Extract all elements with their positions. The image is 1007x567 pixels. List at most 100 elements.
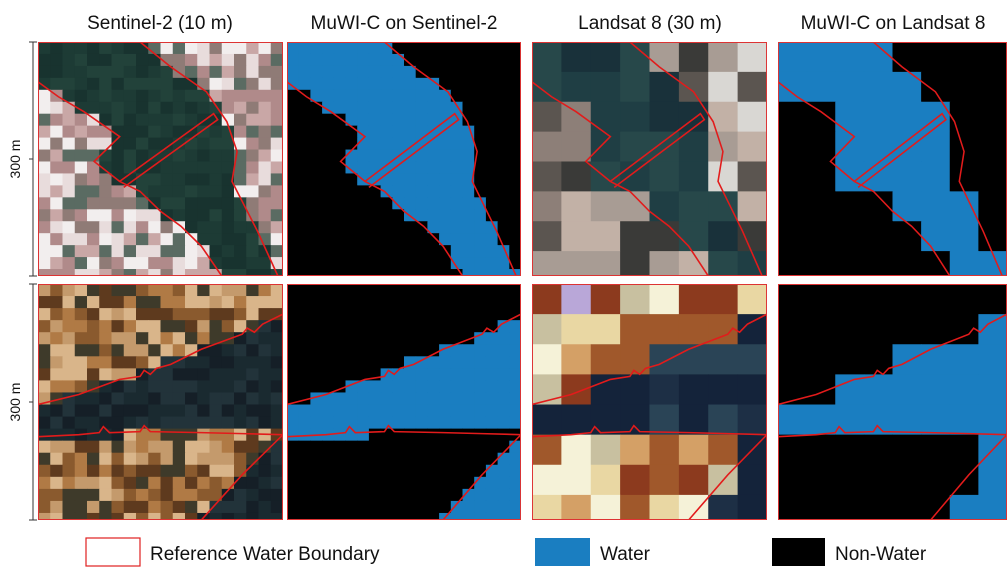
image-pixel — [123, 392, 137, 406]
image-pixel — [246, 512, 260, 520]
reference-boundary — [609, 112, 706, 189]
mask-pixel — [439, 137, 452, 151]
image-pixel — [270, 77, 283, 91]
image-pixel — [160, 125, 174, 139]
mask-pixel — [298, 53, 311, 67]
image-pixel — [234, 368, 247, 381]
image-pixel — [209, 197, 223, 210]
mask-pixel — [287, 65, 300, 79]
mask-pixel — [921, 131, 951, 162]
mask-pixel — [287, 320, 300, 333]
mask-pixel — [310, 53, 323, 67]
mask-pixel — [450, 500, 463, 514]
image-pixel — [87, 296, 100, 309]
mask-pixel — [380, 233, 393, 246]
image-pixel — [50, 380, 64, 393]
mask-pixel — [806, 434, 836, 466]
mask-pixel — [450, 452, 463, 466]
image-pixel — [38, 356, 51, 369]
mask-pixel — [298, 500, 311, 514]
image-pixel — [136, 269, 149, 276]
image-pixel — [148, 209, 162, 222]
mask-pixel — [427, 125, 440, 139]
mask-pixel — [368, 197, 382, 210]
mask-pixel — [415, 416, 428, 430]
mask-pixel — [497, 392, 510, 406]
mask-pixel — [509, 173, 521, 186]
image-pixel — [258, 284, 272, 297]
mask-pixel — [392, 233, 405, 246]
mask-pixel — [921, 161, 951, 192]
image-pixel — [74, 113, 88, 127]
column-title: Sentinel-2 (10 m) — [87, 13, 233, 34]
mask-pixel — [333, 233, 346, 246]
mask-pixel — [310, 197, 323, 210]
mask-pixel — [298, 245, 311, 258]
image-pixel — [708, 71, 739, 103]
image-pixel — [172, 53, 186, 67]
mask-pixel — [380, 221, 393, 234]
mask-pixel — [345, 113, 358, 127]
mask-pixel — [380, 89, 393, 103]
image-pixel — [209, 500, 223, 514]
image-pixel — [87, 284, 100, 297]
mask-pixel — [415, 113, 428, 127]
image-pixel — [50, 332, 64, 345]
image-pixel — [74, 173, 88, 186]
image-pixel — [136, 428, 149, 442]
mask-pixel — [497, 77, 510, 91]
mask-pixel — [310, 416, 323, 430]
mask-pixel — [863, 101, 893, 133]
image-pixel — [649, 434, 680, 466]
mask-pixel — [439, 380, 452, 393]
mask-pixel — [509, 113, 521, 127]
mask-pixel — [298, 404, 311, 418]
image-pixel — [561, 314, 592, 345]
mask-pixel — [322, 125, 335, 139]
mask-pixel — [415, 257, 428, 270]
mask-pixel — [333, 320, 346, 333]
mask-pixel — [357, 101, 370, 115]
image-pixel — [74, 161, 88, 174]
mask-pixel — [322, 344, 335, 357]
image-pixel — [74, 404, 88, 418]
image-pixel — [246, 284, 260, 297]
image-pixel — [74, 356, 88, 369]
mask-pixel — [497, 89, 510, 103]
image-pixel — [136, 392, 149, 406]
image-pixel — [111, 332, 125, 345]
mask-pixel — [322, 113, 335, 127]
mask-pixel — [357, 149, 370, 162]
image-pixel — [270, 209, 283, 222]
mask-pixel — [392, 404, 405, 418]
image-pixel — [123, 257, 137, 270]
mask-pixel — [392, 173, 405, 186]
image-pixel — [87, 245, 100, 258]
mask-pixel — [835, 131, 865, 162]
image-pixel — [62, 42, 76, 55]
image-pixel — [160, 77, 174, 91]
image-pixel — [561, 131, 592, 162]
mask-pixel — [462, 488, 475, 502]
image-pixel — [50, 488, 64, 502]
image-pixel — [111, 356, 125, 369]
mask-pixel — [380, 245, 393, 258]
mask-pixel — [380, 53, 393, 67]
mask-pixel — [322, 209, 335, 222]
mask-pixel — [357, 332, 370, 345]
image-pixel — [99, 368, 113, 381]
image-pixel — [160, 308, 174, 321]
image-pixel — [270, 185, 283, 198]
image-pixel — [258, 320, 272, 333]
mask-pixel — [345, 65, 358, 79]
image-pixel — [234, 233, 247, 246]
image-pixel — [678, 221, 709, 252]
image-pixel — [87, 65, 100, 79]
image-pixel — [561, 284, 592, 315]
mask-pixel — [357, 125, 370, 139]
image-pixel — [532, 42, 562, 73]
image-pixel — [123, 101, 137, 115]
image-pixel — [246, 404, 260, 418]
mask-pixel — [298, 320, 311, 333]
reference-boundary — [532, 313, 767, 406]
